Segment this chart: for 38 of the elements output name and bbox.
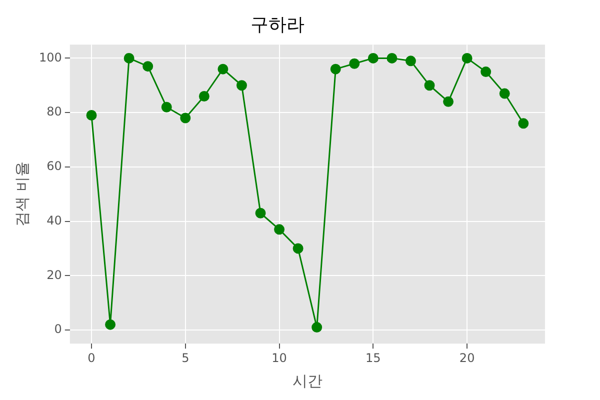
point <box>462 52 472 64</box>
point <box>518 118 529 129</box>
point <box>236 80 247 91</box>
point <box>480 66 492 78</box>
y-tick-label: 40 <box>46 213 62 228</box>
point <box>105 319 116 330</box>
point <box>349 58 360 69</box>
x-axis-title: 시간 <box>292 372 322 390</box>
point <box>499 88 510 99</box>
point <box>86 110 97 121</box>
point <box>312 322 322 333</box>
point <box>405 56 416 66</box>
point <box>424 80 435 91</box>
point <box>330 64 341 74</box>
point <box>255 208 266 218</box>
y-tick-label: 20 <box>46 268 62 282</box>
y-tick-label: 100 <box>39 50 62 64</box>
x-tick-label: 20 <box>459 350 475 365</box>
point <box>161 102 172 112</box>
x-tick-label: 0 <box>88 350 96 365</box>
point <box>142 61 154 72</box>
point <box>218 64 228 74</box>
y-tick-label: 60 <box>46 159 62 174</box>
point <box>292 243 304 254</box>
point <box>443 96 454 107</box>
point <box>274 224 285 235</box>
y-tick-label: 0 <box>54 322 62 336</box>
y-axis-title: 검색 비율 <box>12 162 31 226</box>
x-tick-label: 15 <box>366 350 381 365</box>
x-tick-label: 5 <box>182 350 190 365</box>
x-tick-label: 10 <box>272 350 287 365</box>
chart-title: 구하라 <box>250 14 304 36</box>
y-tick-label: 80 <box>46 104 62 119</box>
point <box>198 90 210 102</box>
point <box>180 112 191 124</box>
point <box>386 52 398 64</box>
point <box>124 52 134 64</box>
point <box>368 52 378 64</box>
